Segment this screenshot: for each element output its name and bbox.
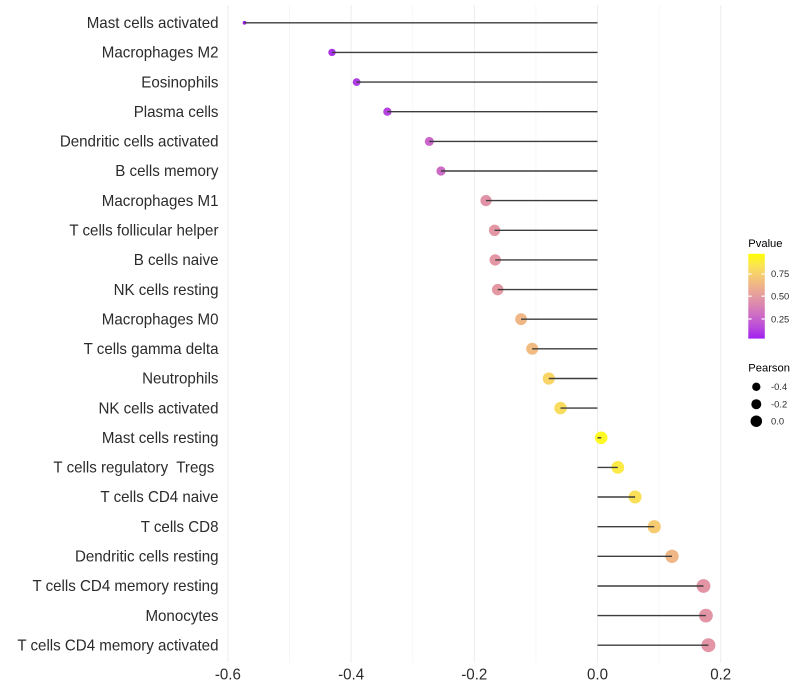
svg-text:0.0: 0.0 bbox=[771, 416, 784, 427]
svg-text:T cells regulatory Tregs: T cells regulatory Tregs bbox=[53, 459, 218, 476]
svg-text:B cells naive: B cells naive bbox=[134, 252, 219, 269]
svg-text:Neutrophils: Neutrophils bbox=[142, 370, 219, 387]
svg-text:Macrophages M1: Macrophages M1 bbox=[102, 192, 219, 209]
svg-text:0.0: 0.0 bbox=[587, 666, 608, 683]
svg-text:Mast cells activated: Mast cells activated bbox=[87, 15, 219, 32]
svg-text:Macrophages M0: Macrophages M0 bbox=[102, 311, 219, 328]
svg-text:T cells CD4 naive: T cells CD4 naive bbox=[100, 489, 218, 506]
svg-text:Dendritic cells activated: Dendritic cells activated bbox=[60, 133, 219, 150]
svg-text:-0.4: -0.4 bbox=[338, 666, 364, 683]
svg-text:T cells follicular helper: T cells follicular helper bbox=[69, 222, 218, 239]
svg-text:NK cells activated: NK cells activated bbox=[98, 400, 218, 417]
svg-text:-0.6: -0.6 bbox=[215, 666, 241, 683]
svg-text:0.75: 0.75 bbox=[771, 268, 789, 279]
svg-text:T cells CD4 memory resting: T cells CD4 memory resting bbox=[32, 578, 218, 595]
svg-text:NK cells resting: NK cells resting bbox=[114, 281, 219, 298]
svg-text:-0.4: -0.4 bbox=[771, 381, 787, 392]
svg-text:0.50: 0.50 bbox=[771, 291, 789, 302]
svg-text:T cells CD4 memory activated: T cells CD4 memory activated bbox=[17, 637, 218, 654]
svg-text:Pvalue: Pvalue bbox=[748, 238, 782, 250]
svg-text:Macrophages M2: Macrophages M2 bbox=[102, 44, 219, 61]
svg-text:Plasma cells: Plasma cells bbox=[134, 104, 219, 121]
svg-text:T cells CD8: T cells CD8 bbox=[141, 519, 219, 536]
svg-text:Dendritic cells resting: Dendritic cells resting bbox=[75, 548, 219, 565]
svg-text:-0.2: -0.2 bbox=[461, 666, 487, 683]
svg-text:Pearson: Pearson bbox=[748, 363, 790, 375]
svg-text:0.25: 0.25 bbox=[771, 313, 789, 324]
svg-text:Eosinophils: Eosinophils bbox=[141, 74, 218, 91]
svg-text:-0.2: -0.2 bbox=[771, 399, 787, 410]
svg-text:Mast cells resting: Mast cells resting bbox=[102, 430, 219, 447]
svg-text:T cells gamma delta: T cells gamma delta bbox=[84, 341, 219, 358]
svg-text:Monocytes: Monocytes bbox=[145, 607, 218, 624]
svg-text:0.2: 0.2 bbox=[710, 666, 731, 683]
svg-text:B cells memory: B cells memory bbox=[115, 163, 218, 180]
